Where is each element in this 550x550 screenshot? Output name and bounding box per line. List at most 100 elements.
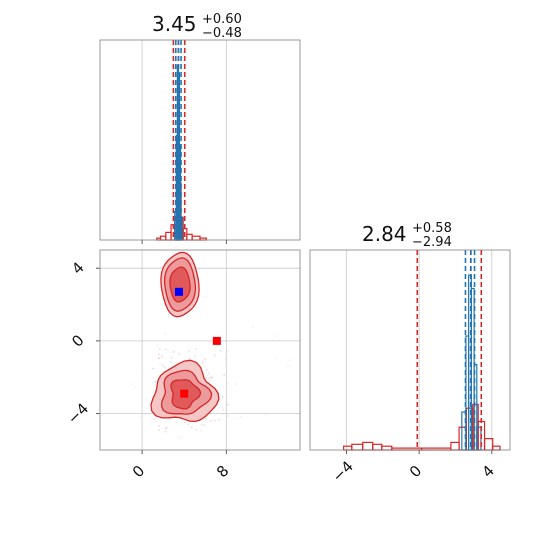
sample-point [158, 425, 161, 427]
red-hist-bin [191, 235, 201, 241]
sample-point [207, 372, 210, 375]
title-param1-value: 3.45 [152, 12, 197, 36]
sample-point [159, 363, 161, 365]
sample-point [194, 348, 197, 350]
title-param2-value: 2.84 [362, 222, 407, 246]
sample-point [187, 423, 190, 426]
sample-point [226, 382, 229, 385]
sample-point [158, 429, 160, 431]
sample-point [239, 415, 242, 418]
sample-point [210, 375, 212, 378]
sample-point [219, 349, 222, 352]
sample-point [204, 417, 207, 420]
param1-histogram-layer [141, 40, 227, 244]
red-hist-bin [165, 231, 172, 241]
sample-point [236, 417, 239, 420]
sample-point [227, 403, 229, 406]
sample-point [213, 354, 216, 357]
sample-point [205, 376, 208, 379]
sample-point [163, 366, 166, 369]
sample-point [156, 344, 159, 347]
sample-point [210, 419, 213, 422]
sample-point [158, 348, 161, 350]
sample-point [131, 383, 134, 386]
panel-param2-marginal: 2.84 +0.58 −2.94 −4 0 4 [309, 221, 511, 486]
sample-point [201, 361, 204, 364]
sample-point [200, 423, 203, 426]
x-tick-label: 0 [406, 462, 425, 481]
sample-point [276, 357, 278, 360]
y-tick-label: −4 [64, 399, 92, 427]
sample-point [165, 348, 167, 351]
blue-hist-bin [476, 426, 482, 451]
red-hist-bin [343, 445, 353, 451]
truth-marker [180, 389, 189, 398]
sample-point [195, 428, 198, 431]
x-tick-label: −4 [329, 457, 357, 485]
sample-point [210, 377, 213, 380]
sample-point [205, 369, 208, 372]
sample-point [225, 349, 228, 352]
sample-point [251, 326, 254, 328]
sample-point [274, 335, 276, 337]
red-hist-bin [381, 445, 393, 451]
title-param1-minus: −0.48 [202, 26, 242, 41]
sample-point [214, 419, 216, 422]
sample-point [204, 296, 206, 298]
sample-point [190, 426, 193, 429]
y-tick-label: 4 [68, 258, 87, 277]
joint-layer: 0 8 −4 0 4 [64, 250, 300, 481]
sample-point [134, 386, 136, 389]
sample-point [222, 408, 225, 411]
sample-point [153, 418, 156, 420]
sample-point [194, 355, 197, 357]
truth-marker [212, 336, 221, 345]
title-param2-plus: +0.58 [412, 221, 452, 236]
sample-point [183, 421, 186, 424]
sample-point [139, 416, 142, 418]
title-param1-plus: +0.60 [202, 12, 242, 27]
sample-point [161, 355, 164, 358]
sample-point [203, 424, 206, 427]
sample-point [187, 350, 190, 352]
sample-point [154, 380, 156, 383]
sample-point [161, 364, 164, 367]
sample-point [169, 361, 172, 364]
param1-axes-frame [99, 39, 301, 241]
sample-point [172, 350, 175, 353]
sample-point [223, 374, 226, 377]
joint-axes-frame [99, 249, 301, 451]
sample-point [181, 436, 183, 438]
sample-point [289, 359, 291, 361]
sample-point [164, 332, 167, 335]
sample-point [170, 356, 173, 359]
sample-point [227, 415, 229, 417]
red-hist-bin [492, 445, 501, 451]
red-hist-bin [362, 441, 374, 451]
sample-point [158, 353, 160, 356]
sample-point [287, 365, 289, 367]
sample-point [224, 358, 227, 361]
red-hist-bin [159, 235, 167, 241]
sample-point [199, 429, 202, 431]
red-hist-bin [351, 443, 364, 451]
sample-point [187, 357, 190, 360]
sample-point [178, 436, 181, 439]
density-contour [169, 266, 191, 303]
x-tick-label: 8 [213, 462, 232, 481]
x-tick-label: 0 [129, 462, 148, 481]
sample-point [235, 383, 237, 385]
param2-axes-frame [309, 249, 511, 451]
truth-marker [174, 287, 183, 296]
panel-param1-marginal: 3.45 +0.60 −0.48 [99, 12, 301, 244]
panel-joint-2d: 0 8 −4 0 4 [64, 249, 301, 481]
red-hist-bin [186, 233, 193, 241]
sample-point [221, 396, 224, 398]
red-hist-bin [450, 441, 460, 451]
x-tick-label: 4 [479, 462, 498, 481]
sample-point [152, 367, 155, 370]
sample-point [157, 357, 160, 360]
sample-point [203, 358, 206, 360]
sample-point [208, 377, 211, 380]
